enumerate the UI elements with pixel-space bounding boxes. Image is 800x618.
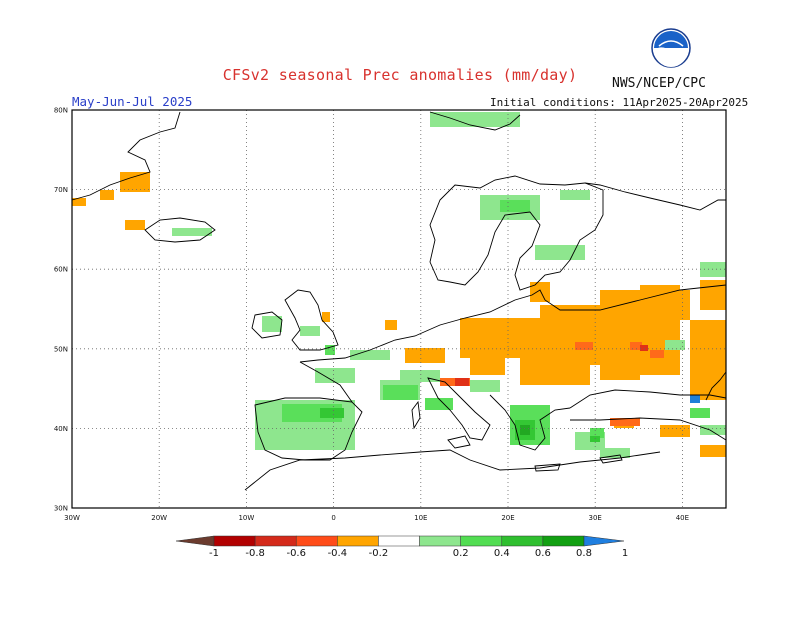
lat-tick-label: 40N bbox=[54, 425, 68, 433]
anomaly-cell bbox=[172, 228, 212, 236]
colorbar-arrow-left bbox=[175, 535, 215, 547]
colorbar-label: -0.4 bbox=[327, 548, 348, 559]
lat-tick-label: 60N bbox=[54, 266, 68, 274]
colorbar-label: -0.6 bbox=[286, 548, 306, 559]
anomaly-cell bbox=[455, 378, 469, 386]
anomaly-cell bbox=[690, 320, 726, 400]
anomaly-cell bbox=[500, 200, 530, 212]
anomaly-cell bbox=[600, 448, 630, 458]
anomaly-cell bbox=[660, 425, 690, 437]
lon-tick-label: 10E bbox=[414, 514, 427, 522]
anomaly-cell bbox=[430, 112, 520, 127]
anomaly-cell bbox=[530, 282, 550, 302]
anomaly-cell bbox=[630, 342, 642, 350]
axis-tick-labels: 30W 20W 10W 0 10E 20E 30E 40E 30N 40N 50N 60N 70N 80N bbox=[54, 107, 689, 523]
anomaly-cell bbox=[72, 198, 86, 206]
anomaly-cell bbox=[640, 285, 680, 375]
anomaly-cell bbox=[610, 418, 640, 426]
anomaly-cell bbox=[315, 368, 355, 383]
colorbar-segment bbox=[542, 535, 585, 547]
anomaly-cell bbox=[325, 345, 335, 355]
lon-tick-label: 30W bbox=[64, 514, 80, 522]
map-frame bbox=[71, 109, 727, 509]
anomaly-cell bbox=[520, 425, 530, 435]
colorbar-segment bbox=[295, 535, 338, 547]
anomaly-cell bbox=[385, 320, 397, 330]
colorbar-segment bbox=[419, 535, 461, 547]
lat-tick-label: 70N bbox=[54, 186, 68, 194]
anomaly-cell bbox=[690, 395, 700, 403]
anomaly-cell bbox=[320, 408, 344, 418]
anomaly-cell bbox=[470, 380, 500, 392]
colorbar-label: 1 bbox=[621, 548, 629, 559]
colorbar-segment bbox=[254, 535, 297, 547]
anomaly-cell bbox=[535, 245, 585, 260]
lon-tick-label: 40E bbox=[676, 514, 689, 522]
colorbar-label: 0.4 bbox=[493, 548, 510, 559]
colorbar-label: 0.2 bbox=[452, 548, 469, 559]
colorbar-segment bbox=[378, 535, 420, 547]
anomaly-cell bbox=[690, 408, 710, 418]
coastlines bbox=[71, 111, 727, 491]
anomaly-cell bbox=[120, 172, 150, 192]
lon-tick-label: 10W bbox=[238, 514, 254, 522]
anomaly-cell bbox=[300, 326, 320, 336]
anomaly-cell bbox=[350, 350, 390, 360]
anomaly-cell bbox=[560, 190, 590, 200]
colorbar-segment bbox=[337, 535, 379, 547]
colorbar-label: 0.6 bbox=[534, 548, 551, 559]
anomaly-cell bbox=[125, 220, 145, 230]
lat-tick-label: 80N bbox=[54, 107, 68, 115]
anomaly-cells bbox=[72, 112, 726, 458]
lon-tick-label: 20E bbox=[501, 514, 514, 522]
initial-conditions-label: Initial conditions: 11Apr2025-20Apr2025 bbox=[490, 96, 749, 109]
colorbar-label: -0.8 bbox=[245, 548, 265, 559]
anomaly-cell bbox=[650, 350, 664, 358]
lon-tick-label: 30E bbox=[589, 514, 602, 522]
colorbar-arrow-right bbox=[583, 535, 625, 547]
anomaly-cell bbox=[600, 345, 640, 380]
anomaly-cell bbox=[665, 340, 685, 350]
lon-tick-label: 0 bbox=[331, 514, 335, 522]
colorbar-label: 0.8 bbox=[576, 548, 592, 559]
anomaly-cell bbox=[575, 342, 593, 350]
lon-tick-label: 20W bbox=[151, 514, 167, 522]
anomaly-cell bbox=[100, 190, 114, 200]
anomaly-cell bbox=[640, 345, 648, 351]
lat-tick-label: 50N bbox=[54, 345, 68, 353]
anomaly-cell bbox=[520, 350, 590, 385]
colorbar-label: -0.2 bbox=[368, 548, 389, 559]
noaa-logo-icon bbox=[651, 28, 691, 68]
season-label: May-Jun-Jul 2025 bbox=[72, 94, 193, 109]
anomaly-cell bbox=[700, 280, 726, 310]
anomaly-cell bbox=[470, 350, 505, 375]
anomaly-cell bbox=[405, 348, 445, 363]
agency-label: NWS/NCEP/CPC bbox=[612, 76, 706, 91]
anomaly-cell bbox=[700, 425, 726, 435]
anomaly-cell bbox=[590, 428, 604, 438]
chart-title: CFSv2 seasonal Prec anomalies (mm/day) bbox=[222, 66, 578, 84]
anomaly-cell bbox=[383, 385, 418, 400]
anomaly-cell bbox=[262, 316, 282, 332]
colorbar-label: -1 bbox=[209, 548, 219, 559]
colorbar-segment bbox=[501, 535, 544, 547]
colorbar bbox=[175, 535, 625, 547]
anomaly-cell bbox=[400, 370, 440, 382]
anomaly-cell bbox=[322, 312, 330, 322]
anomaly-cell bbox=[425, 398, 453, 410]
colorbar-segment bbox=[213, 535, 256, 547]
lat-tick-label: 30N bbox=[54, 505, 68, 513]
colorbar-segment bbox=[460, 535, 503, 547]
anomaly-cell bbox=[700, 445, 726, 457]
